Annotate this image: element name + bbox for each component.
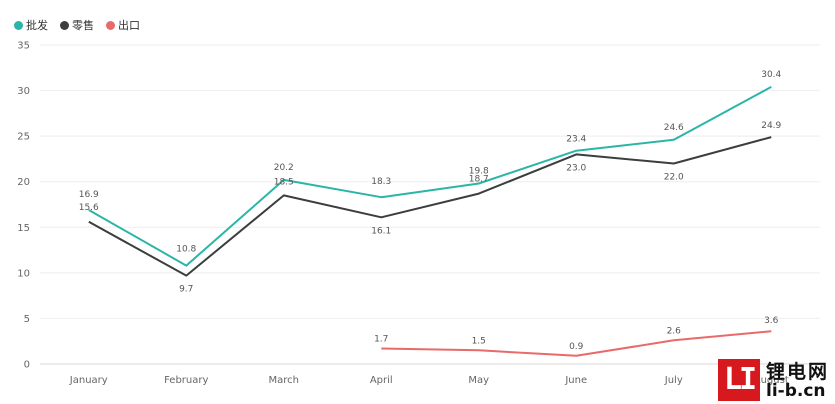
y-tick-label: 10 [17,268,30,279]
data-label: 3.6 [764,316,779,326]
legend-label-retail: 零售 [72,19,94,32]
data-label: 16.1 [371,226,391,236]
legend-item-export[interactable]: 出口 [106,17,140,33]
x-tick-label: July [664,375,683,386]
y-tick-label: 5 [24,314,30,325]
x-tick-label: March [269,375,299,386]
y-tick-label: 0 [24,360,30,371]
data-label: 20.2 [274,163,294,173]
x-tick-label: August [754,375,789,386]
data-label: 15.6 [79,203,99,213]
legend-item-retail[interactable]: 零售 [60,17,94,33]
data-label: 24.9 [761,121,781,131]
legend-label-export: 出口 [118,19,140,32]
y-tick-label: 15 [17,223,30,234]
logo-url: li-b.cn [766,381,826,401]
data-label: 23.0 [566,163,586,173]
x-tick-label: February [164,375,208,386]
site-logo: LI 锂电网 li-b.cn [718,357,835,404]
data-label: 18.5 [274,177,294,187]
data-label: 2.6 [667,326,682,336]
legend-label-wholesale: 批发 [26,19,48,32]
y-tick-label: 30 [17,86,30,97]
data-label: 19.8 [469,167,489,177]
data-label: 16.9 [79,190,99,200]
logo-mark: LI [723,362,757,397]
data-label: 1.5 [472,336,486,346]
x-tick-label: April [370,375,393,386]
logo-name: 锂电网 [766,361,830,383]
y-tick-label: 25 [17,132,30,143]
legend-marker-retail [60,20,69,30]
series-line-0 [88,86,772,267]
data-label: 0.9 [569,342,584,352]
y-tick-label: 35 [17,41,30,52]
x-tick-label: June [564,375,587,386]
data-label: 30.4 [761,70,781,80]
data-label: 10.8 [176,245,196,255]
y-tick-label: 20 [17,177,30,188]
legend-marker-export [106,20,115,30]
legend-marker-wholesale [14,20,23,30]
data-label: 18.7 [469,175,489,185]
series-line-2 [381,330,772,357]
data-label: 24.6 [664,123,684,133]
data-label: 18.3 [371,177,391,187]
data-label: 9.7 [179,285,193,295]
x-tick-label: May [468,375,489,386]
legend-item-wholesale[interactable]: 批发 [14,17,48,33]
logo-mark-box: LI [718,359,760,401]
series-line-1 [88,136,772,277]
x-tick-label: January [69,375,108,386]
data-label: 22.0 [664,172,684,182]
data-label: 23.4 [566,135,586,145]
data-label: 1.7 [374,335,388,345]
legend: 批发 零售 出口 [14,17,140,33]
